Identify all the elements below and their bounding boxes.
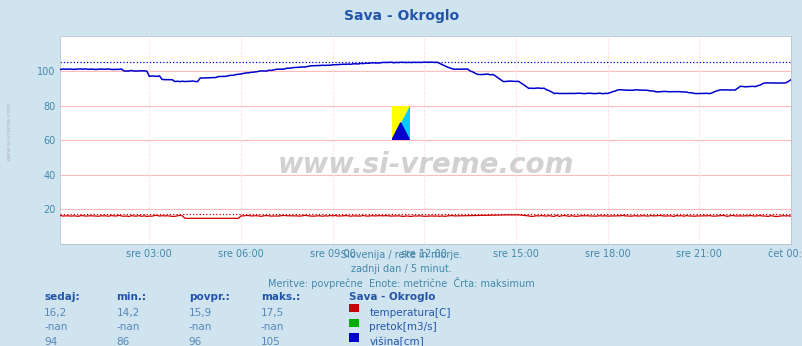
Text: temperatura[C]: temperatura[C] — [369, 308, 450, 318]
Text: Slovenija / reke in morje.: Slovenija / reke in morje. — [341, 250, 461, 260]
Text: www.si-vreme.com: www.si-vreme.com — [7, 102, 12, 161]
Polygon shape — [391, 106, 409, 140]
Text: 96: 96 — [188, 337, 202, 346]
Polygon shape — [391, 123, 409, 140]
Text: 14,2: 14,2 — [116, 308, 140, 318]
Text: sedaj:: sedaj: — [44, 292, 79, 302]
Text: 86: 86 — [116, 337, 130, 346]
Text: www.si-vreme.com: www.si-vreme.com — [277, 151, 573, 179]
Text: zadnji dan / 5 minut.: zadnji dan / 5 minut. — [350, 264, 452, 274]
Text: maks.:: maks.: — [261, 292, 300, 302]
Text: Meritve: povprečne  Enote: metrične  Črta: maksimum: Meritve: povprečne Enote: metrične Črta:… — [268, 277, 534, 290]
Text: min.:: min.: — [116, 292, 146, 302]
Text: višina[cm]: višina[cm] — [369, 337, 423, 346]
Text: -nan: -nan — [116, 322, 140, 333]
Text: -nan: -nan — [188, 322, 212, 333]
Text: 16,2: 16,2 — [44, 308, 67, 318]
Text: Sava - Okroglo: Sava - Okroglo — [349, 292, 435, 302]
Text: 105: 105 — [261, 337, 281, 346]
Text: Sava - Okroglo: Sava - Okroglo — [343, 9, 459, 22]
Polygon shape — [391, 106, 409, 140]
Text: pretok[m3/s]: pretok[m3/s] — [369, 322, 436, 333]
Text: -nan: -nan — [261, 322, 284, 333]
Text: 17,5: 17,5 — [261, 308, 284, 318]
Text: 94: 94 — [44, 337, 58, 346]
Text: 15,9: 15,9 — [188, 308, 212, 318]
Text: povpr.:: povpr.: — [188, 292, 229, 302]
Text: -nan: -nan — [44, 322, 67, 333]
